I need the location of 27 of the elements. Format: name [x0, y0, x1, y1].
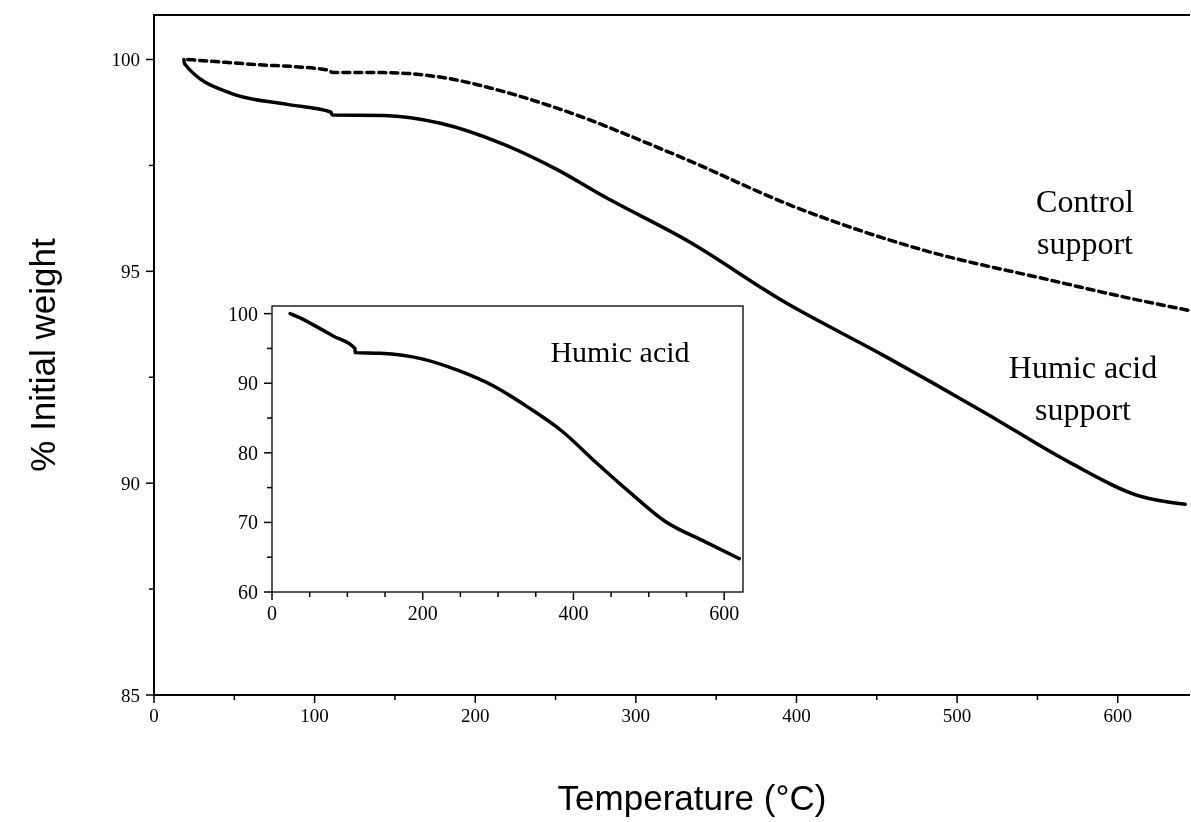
y-tick-label: 85 — [121, 684, 140, 706]
series-label: Control support — [1036, 183, 1134, 261]
x-tick-label: 200 — [407, 602, 438, 624]
y-tick-label: 60 — [238, 581, 258, 603]
x-tick-label: 400 — [558, 602, 589, 624]
x-tick-label: 600 — [709, 602, 740, 624]
x-tick-label: 500 — [942, 705, 972, 726]
x-tick-label: 0 — [267, 602, 277, 624]
x-tick-label: 300 — [621, 705, 651, 726]
y-tick-label: 95 — [121, 260, 140, 282]
x-tick-label: 200 — [460, 705, 490, 726]
series-label: Humic acid support — [1008, 349, 1158, 427]
y-tick-label: 70 — [238, 511, 258, 534]
y-tick-label: 90 — [121, 472, 140, 494]
y-tick-label: 80 — [238, 441, 258, 464]
x-tick-label: 0 — [149, 705, 159, 726]
y-axis-title: % Initial weight — [23, 238, 62, 472]
x-axis-title: Temperature (°C) — [557, 778, 827, 817]
y-tick-label: 100 — [111, 49, 140, 71]
line-series — [182, 57, 1187, 507]
series-label: Humic acid — [550, 335, 690, 368]
line-series — [288, 311, 741, 561]
x-tick-label: 600 — [1103, 705, 1132, 726]
y-tick-label: 90 — [238, 372, 258, 395]
x-tick-label: 400 — [782, 705, 811, 726]
y-tick-label: 100 — [228, 302, 258, 325]
x-tick-label: 100 — [300, 705, 329, 726]
